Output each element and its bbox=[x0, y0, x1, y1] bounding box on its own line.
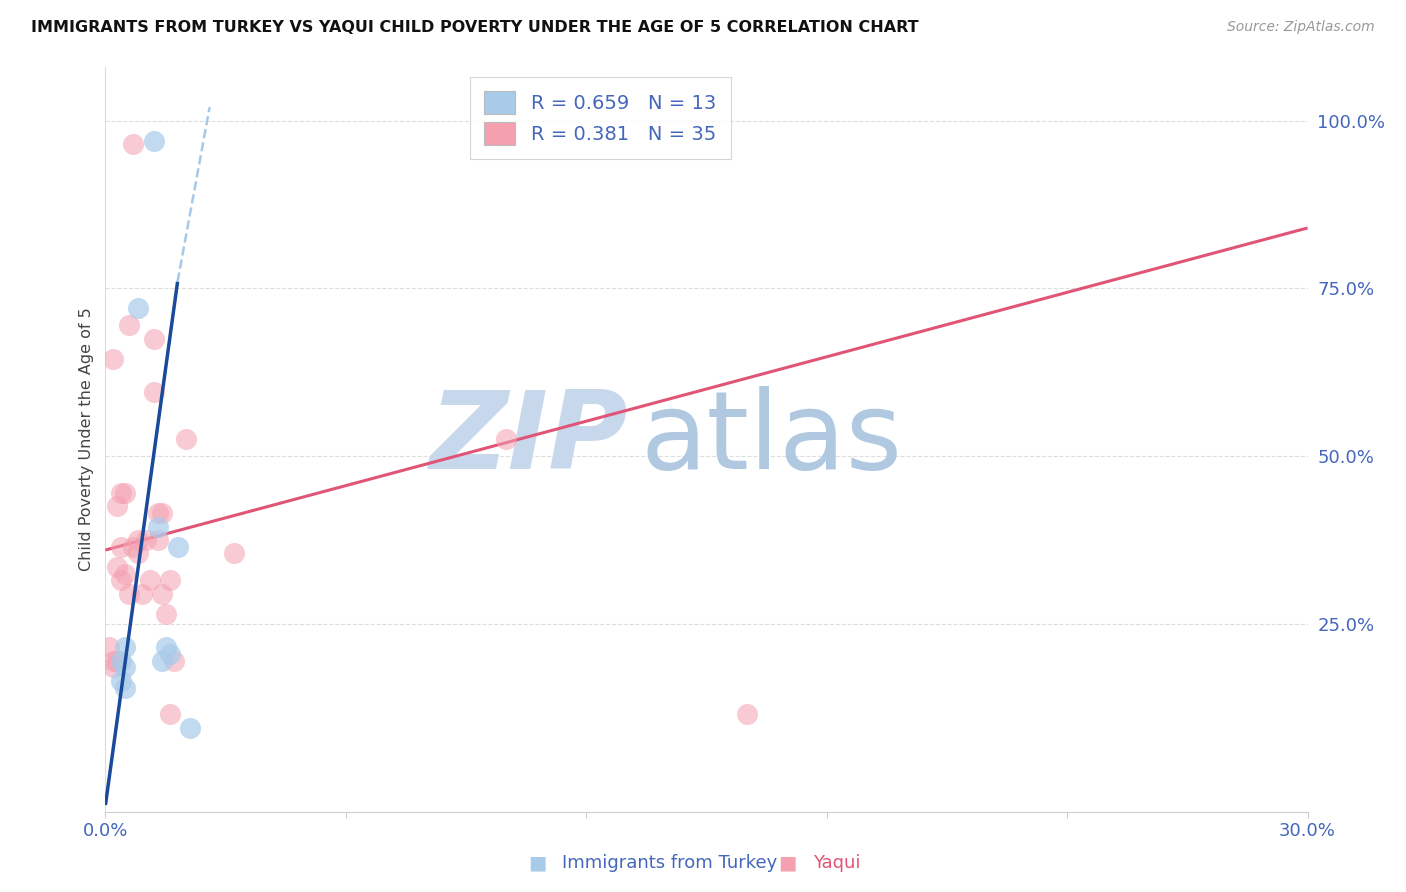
Point bbox=[103, 351, 125, 366]
Point bbox=[114, 486, 136, 500]
Point bbox=[118, 318, 141, 333]
Point bbox=[159, 647, 181, 661]
Point bbox=[127, 533, 149, 547]
Point bbox=[142, 385, 165, 400]
Point bbox=[114, 640, 136, 655]
Point bbox=[131, 587, 153, 601]
Point bbox=[150, 506, 173, 520]
Point bbox=[495, 433, 517, 447]
Point bbox=[114, 566, 136, 581]
Point bbox=[174, 433, 197, 447]
Point bbox=[98, 640, 121, 655]
Point bbox=[162, 654, 184, 668]
Text: Source: ZipAtlas.com: Source: ZipAtlas.com bbox=[1227, 20, 1375, 34]
Point bbox=[222, 546, 245, 560]
Point bbox=[159, 573, 181, 587]
Point bbox=[135, 533, 157, 547]
Point bbox=[114, 681, 136, 695]
Point bbox=[107, 500, 129, 514]
Point bbox=[103, 654, 125, 668]
Point bbox=[127, 546, 149, 560]
Point bbox=[127, 301, 149, 316]
Point bbox=[114, 660, 136, 674]
Point bbox=[138, 573, 160, 587]
Text: ■: ■ bbox=[527, 854, 547, 872]
Point bbox=[155, 640, 177, 655]
Point bbox=[166, 540, 188, 554]
Text: IMMIGRANTS FROM TURKEY VS YAQUI CHILD POVERTY UNDER THE AGE OF 5 CORRELATION CHA: IMMIGRANTS FROM TURKEY VS YAQUI CHILD PO… bbox=[31, 20, 918, 35]
Point bbox=[142, 332, 165, 346]
Text: Immigrants from Turkey: Immigrants from Turkey bbox=[562, 855, 778, 872]
Point bbox=[103, 660, 125, 674]
Point bbox=[110, 486, 132, 500]
Point bbox=[159, 707, 181, 722]
Point bbox=[179, 721, 201, 735]
Point bbox=[735, 707, 758, 722]
Point bbox=[118, 587, 141, 601]
Point bbox=[122, 137, 145, 152]
Point bbox=[155, 607, 177, 621]
Point bbox=[110, 654, 132, 668]
Point bbox=[150, 654, 173, 668]
Point bbox=[146, 533, 169, 547]
Point bbox=[146, 519, 169, 533]
Point bbox=[110, 540, 132, 554]
Text: ZIP: ZIP bbox=[430, 386, 628, 492]
Point bbox=[110, 673, 132, 688]
Point bbox=[107, 654, 129, 668]
Point bbox=[122, 540, 145, 554]
Point bbox=[107, 559, 129, 574]
Text: atlas: atlas bbox=[640, 386, 903, 492]
Point bbox=[146, 506, 169, 520]
Text: Yaqui: Yaqui bbox=[813, 855, 860, 872]
Legend: R = 0.659   N = 13, R = 0.381   N = 35: R = 0.659 N = 13, R = 0.381 N = 35 bbox=[470, 77, 731, 160]
Point bbox=[150, 587, 173, 601]
Point bbox=[142, 134, 165, 148]
Text: ■: ■ bbox=[778, 854, 797, 872]
Y-axis label: Child Poverty Under the Age of 5: Child Poverty Under the Age of 5 bbox=[79, 308, 94, 571]
Point bbox=[110, 573, 132, 587]
